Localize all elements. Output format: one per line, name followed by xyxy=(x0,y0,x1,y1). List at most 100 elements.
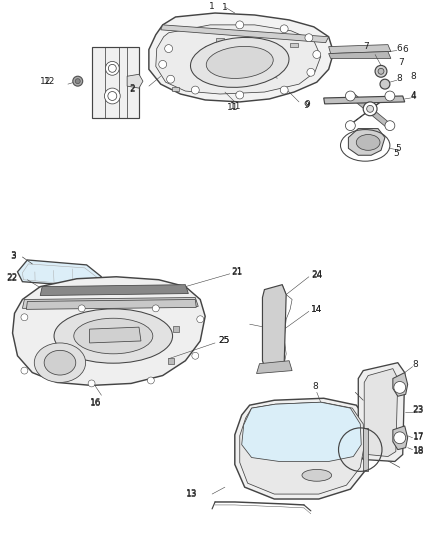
Polygon shape xyxy=(348,93,393,128)
Polygon shape xyxy=(173,326,179,332)
Text: 18: 18 xyxy=(413,447,424,456)
Text: 12: 12 xyxy=(40,77,52,86)
Polygon shape xyxy=(90,327,141,343)
Circle shape xyxy=(307,68,315,76)
Text: 5: 5 xyxy=(393,149,399,158)
Text: 21: 21 xyxy=(232,268,243,277)
Circle shape xyxy=(192,352,199,359)
Circle shape xyxy=(280,25,288,33)
Polygon shape xyxy=(348,128,385,155)
Text: 17: 17 xyxy=(413,433,424,442)
Text: 6: 6 xyxy=(397,44,403,53)
Ellipse shape xyxy=(44,350,76,375)
Text: 1: 1 xyxy=(209,2,215,11)
Text: 7: 7 xyxy=(363,42,369,51)
Polygon shape xyxy=(149,13,334,102)
Polygon shape xyxy=(22,297,198,309)
Polygon shape xyxy=(290,43,298,46)
Text: 25: 25 xyxy=(218,336,230,345)
Text: 2: 2 xyxy=(129,85,135,94)
Polygon shape xyxy=(257,361,292,374)
Text: 8: 8 xyxy=(397,74,403,83)
Polygon shape xyxy=(172,87,180,91)
Polygon shape xyxy=(393,426,408,450)
Text: 3: 3 xyxy=(11,251,16,260)
Text: 21: 21 xyxy=(232,268,243,276)
Text: 24: 24 xyxy=(311,271,322,280)
Polygon shape xyxy=(363,428,368,471)
Polygon shape xyxy=(262,285,286,369)
Circle shape xyxy=(236,91,244,99)
Circle shape xyxy=(78,305,85,312)
Polygon shape xyxy=(364,369,398,457)
Polygon shape xyxy=(240,402,364,494)
Text: 14: 14 xyxy=(311,305,322,314)
Circle shape xyxy=(152,305,159,312)
Ellipse shape xyxy=(54,309,173,363)
Circle shape xyxy=(147,377,154,384)
Ellipse shape xyxy=(302,470,332,481)
Text: 7: 7 xyxy=(398,58,403,67)
Circle shape xyxy=(21,367,28,374)
Text: 13: 13 xyxy=(187,490,198,498)
Polygon shape xyxy=(92,46,139,118)
Ellipse shape xyxy=(206,46,273,78)
Polygon shape xyxy=(13,277,205,385)
Circle shape xyxy=(165,45,173,53)
Polygon shape xyxy=(328,52,391,59)
Text: 17: 17 xyxy=(413,432,424,441)
Polygon shape xyxy=(220,54,262,71)
Circle shape xyxy=(380,79,390,89)
Text: 23: 23 xyxy=(413,406,424,415)
Circle shape xyxy=(385,120,395,131)
Circle shape xyxy=(21,314,28,321)
Polygon shape xyxy=(216,38,224,42)
Circle shape xyxy=(75,79,80,84)
Circle shape xyxy=(346,120,355,131)
Circle shape xyxy=(88,380,95,387)
Polygon shape xyxy=(161,25,328,43)
Text: 1: 1 xyxy=(222,3,228,12)
Polygon shape xyxy=(168,358,173,364)
Text: 11: 11 xyxy=(227,103,238,112)
Text: 11: 11 xyxy=(230,102,241,111)
Circle shape xyxy=(363,102,377,116)
Ellipse shape xyxy=(34,343,86,383)
Text: 3: 3 xyxy=(11,252,16,261)
Text: 8: 8 xyxy=(413,360,418,369)
Text: 25: 25 xyxy=(218,336,230,345)
Circle shape xyxy=(197,316,204,322)
Circle shape xyxy=(394,432,406,443)
Polygon shape xyxy=(40,285,188,295)
Text: 22: 22 xyxy=(7,273,18,282)
Polygon shape xyxy=(18,260,102,287)
Text: 13: 13 xyxy=(187,489,198,498)
Circle shape xyxy=(367,106,374,112)
Text: 16: 16 xyxy=(90,398,101,407)
Polygon shape xyxy=(127,74,143,88)
Text: 23: 23 xyxy=(413,405,424,414)
Polygon shape xyxy=(324,96,405,104)
Circle shape xyxy=(378,68,384,74)
Circle shape xyxy=(346,91,355,101)
Circle shape xyxy=(108,92,117,100)
Circle shape xyxy=(191,86,199,94)
Text: 8: 8 xyxy=(313,382,318,391)
Text: 9: 9 xyxy=(303,101,309,110)
Polygon shape xyxy=(348,93,393,126)
Text: 6: 6 xyxy=(403,45,409,54)
Polygon shape xyxy=(26,300,196,309)
Text: 16: 16 xyxy=(90,399,101,408)
Circle shape xyxy=(166,75,175,83)
Circle shape xyxy=(305,34,313,42)
Text: 2: 2 xyxy=(129,84,135,93)
Circle shape xyxy=(394,382,406,393)
Polygon shape xyxy=(358,362,405,462)
Circle shape xyxy=(280,86,288,94)
Ellipse shape xyxy=(74,318,153,354)
Polygon shape xyxy=(156,25,321,94)
Text: 24: 24 xyxy=(311,270,322,279)
Circle shape xyxy=(236,21,244,29)
Circle shape xyxy=(108,64,116,72)
Text: 8: 8 xyxy=(411,72,417,80)
